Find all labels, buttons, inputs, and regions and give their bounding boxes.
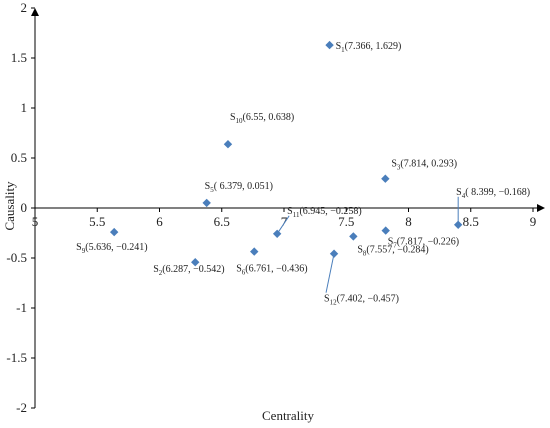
- data-point-marker: [202, 198, 211, 208]
- x-tick-label: 6.5: [214, 214, 230, 229]
- data-point-marker: [191, 258, 200, 267]
- y-tick-label: 0: [21, 200, 28, 215]
- x-tick-label: 5: [32, 214, 39, 229]
- label-leader-line: [276, 215, 290, 235]
- data-point-marker: [223, 140, 233, 149]
- x-tick-label: 7: [281, 214, 288, 229]
- point-label: S4( 8.399, −0.168): [456, 187, 530, 200]
- point-label: S8(7.557, −0.284): [357, 244, 428, 257]
- data-point-marker: [381, 174, 390, 183]
- point-label: S9(5.636, −0.241): [76, 242, 147, 255]
- axes: 2 1.5 1 0.5 0 -0.5 -1 -1.5 -2 5 5.5 6 6.5 7 7.5 8 8.5 9: [6, 0, 545, 415]
- data-point-marker: [381, 226, 390, 235]
- label-leader-line: [325, 253, 335, 293]
- x-tick-label: 7.5: [338, 214, 354, 229]
- y-tick-label: -0.5: [6, 250, 27, 265]
- x-tick-label: 5.5: [89, 214, 105, 229]
- y-tick-label: -1: [16, 300, 27, 315]
- data-points: [109, 40, 463, 267]
- y-tick-label: 1.5: [11, 50, 27, 65]
- x-tick-label: 6: [156, 214, 163, 229]
- point-label: S11(6.945, −0.258): [287, 206, 362, 219]
- point-labels: S1(7.366, 1.629) S2(6.287, −0.542) S3(7.81…: [76, 41, 530, 307]
- y-axis-title: Causality: [2, 181, 17, 231]
- x-axis-arrow: [537, 204, 545, 212]
- y-tick-label: -1.5: [6, 350, 27, 365]
- data-point-marker: [349, 232, 358, 241]
- y-axis-arrow: [31, 8, 39, 16]
- y-tick-label: -2: [16, 400, 27, 415]
- data-point-marker: [325, 40, 334, 50]
- y-tick-label: 1: [21, 100, 28, 115]
- x-tick-label: 9: [530, 214, 537, 229]
- x-tick-label: 8: [405, 214, 412, 229]
- point-label: S12(7.402, −0.457): [324, 294, 399, 307]
- point-label: S3(7.814, 0.293): [391, 159, 457, 172]
- data-point-marker: [250, 247, 259, 256]
- point-label: S6(6.761, −0.436): [236, 264, 307, 277]
- point-label: S2(6.287, −0.542): [153, 264, 224, 277]
- x-tick-label: 8.5: [463, 214, 479, 229]
- x-axis-title: Centrality: [262, 408, 314, 423]
- point-label: S5( 6.379, 0.051): [205, 181, 273, 194]
- y-tick-label: 0.5: [11, 150, 27, 165]
- point-label: S1(7.366, 1.629): [336, 41, 402, 54]
- y-tick-label: 2: [21, 0, 28, 15]
- data-point-marker: [109, 227, 119, 237]
- point-label: S10(6.55, 0.638): [230, 112, 294, 125]
- point-label: S7(7.817, −0.226): [388, 237, 459, 250]
